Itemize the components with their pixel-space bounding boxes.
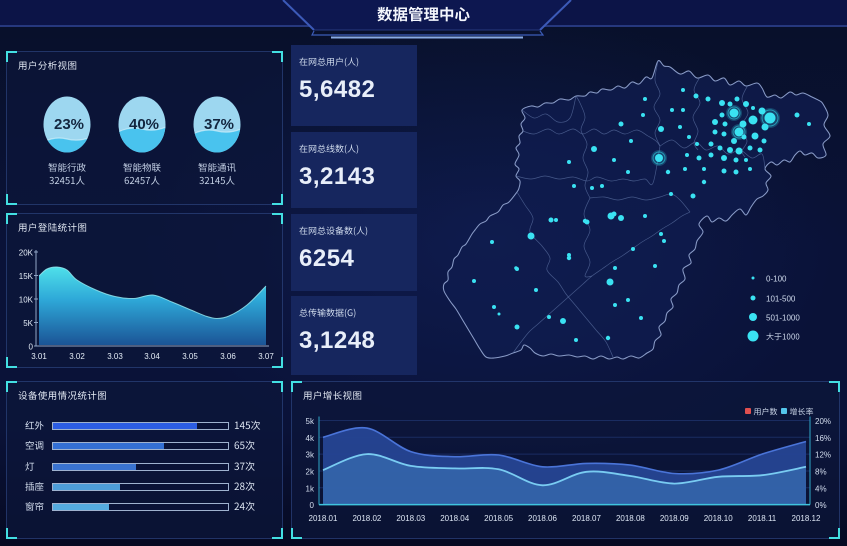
svg-text:23%: 23% [54, 116, 84, 133]
svg-text:2018.08: 2018.08 [616, 514, 645, 523]
svg-text:501-1000: 501-1000 [766, 314, 800, 323]
svg-text:3k: 3k [306, 451, 315, 460]
svg-text:2018.11: 2018.11 [748, 514, 777, 523]
svg-text:2k: 2k [306, 468, 315, 477]
svg-text:2018.03: 2018.03 [396, 514, 425, 523]
svg-text:12%: 12% [815, 451, 831, 460]
svg-text:8%: 8% [815, 468, 827, 477]
svg-text:4k: 4k [306, 434, 315, 443]
svg-text:3.04: 3.04 [144, 352, 160, 361]
svg-text:3.03: 3.03 [107, 352, 123, 361]
svg-text:2018.10: 2018.10 [704, 514, 733, 523]
svg-text:16%: 16% [815, 434, 831, 443]
svg-text:3.07: 3.07 [258, 352, 274, 361]
svg-text:10K: 10K [19, 296, 34, 305]
svg-text:2018.09: 2018.09 [660, 514, 689, 523]
svg-text:2018.02: 2018.02 [352, 514, 381, 523]
svg-text:0: 0 [310, 501, 315, 510]
svg-text:101-500: 101-500 [766, 295, 796, 304]
svg-text:3.05: 3.05 [182, 352, 198, 361]
svg-text:5K: 5K [23, 319, 33, 328]
svg-text:2018.05: 2018.05 [484, 514, 513, 523]
svg-text:5k: 5k [306, 417, 315, 426]
svg-text:0: 0 [29, 343, 34, 352]
svg-text:37%: 37% [204, 116, 234, 133]
svg-text:2018.06: 2018.06 [528, 514, 557, 523]
svg-text:3.06: 3.06 [220, 352, 236, 361]
svg-text:1k: 1k [306, 484, 315, 493]
svg-text:20%: 20% [815, 417, 831, 426]
svg-text:2018.04: 2018.04 [440, 514, 469, 523]
svg-text:40%: 40% [129, 116, 159, 133]
svg-text:2018.01: 2018.01 [309, 514, 338, 523]
svg-text:2018.12: 2018.12 [792, 514, 821, 523]
svg-text:15K: 15K [19, 272, 34, 281]
svg-text:4%: 4% [815, 484, 827, 493]
svg-text:0-100: 0-100 [766, 275, 787, 284]
svg-text:3.01: 3.01 [31, 352, 47, 361]
svg-text:2018.07: 2018.07 [572, 514, 601, 523]
svg-text:3.02: 3.02 [69, 352, 85, 361]
svg-text:20K: 20K [19, 249, 34, 258]
svg-text:0%: 0% [815, 501, 827, 510]
